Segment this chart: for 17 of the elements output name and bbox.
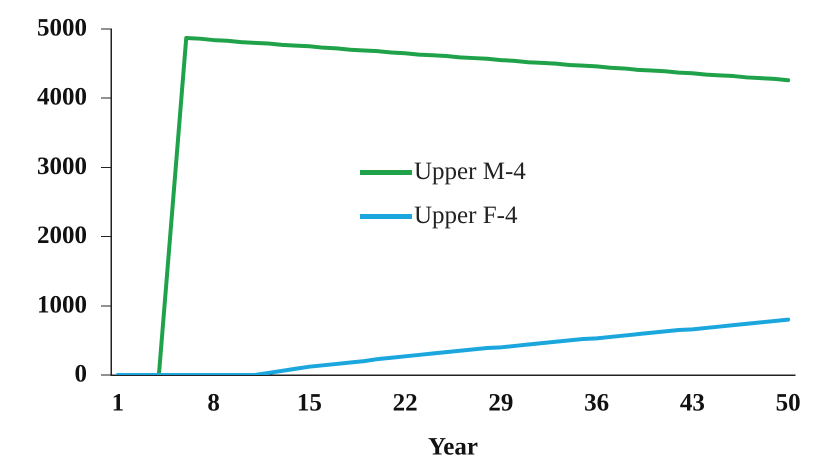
x-tick-label: 43 — [680, 389, 705, 416]
x-tick-label: 50 — [776, 389, 801, 416]
x-tick-label: 15 — [296, 389, 322, 416]
x-tick-label: 36 — [584, 389, 610, 416]
x-tick-label: 1 — [112, 389, 124, 416]
y-tick-label: 5000 — [37, 14, 87, 42]
y-tick-label: 2000 — [37, 222, 87, 250]
x-tick-label: 8 — [207, 389, 220, 416]
y-tick-label: 0 — [74, 360, 87, 388]
x-axis-title: Year — [428, 433, 478, 460]
y-tick-label: 3000 — [37, 152, 87, 180]
x-tick-label: 22 — [392, 389, 418, 416]
y-tick-label: 1000 — [37, 291, 87, 318]
legend-label: Upper F-4 — [414, 202, 518, 230]
x-tick-label: 29 — [488, 389, 514, 416]
y-tick-label: 4000 — [37, 84, 87, 111]
legend-label: Upper M-4 — [414, 158, 526, 186]
